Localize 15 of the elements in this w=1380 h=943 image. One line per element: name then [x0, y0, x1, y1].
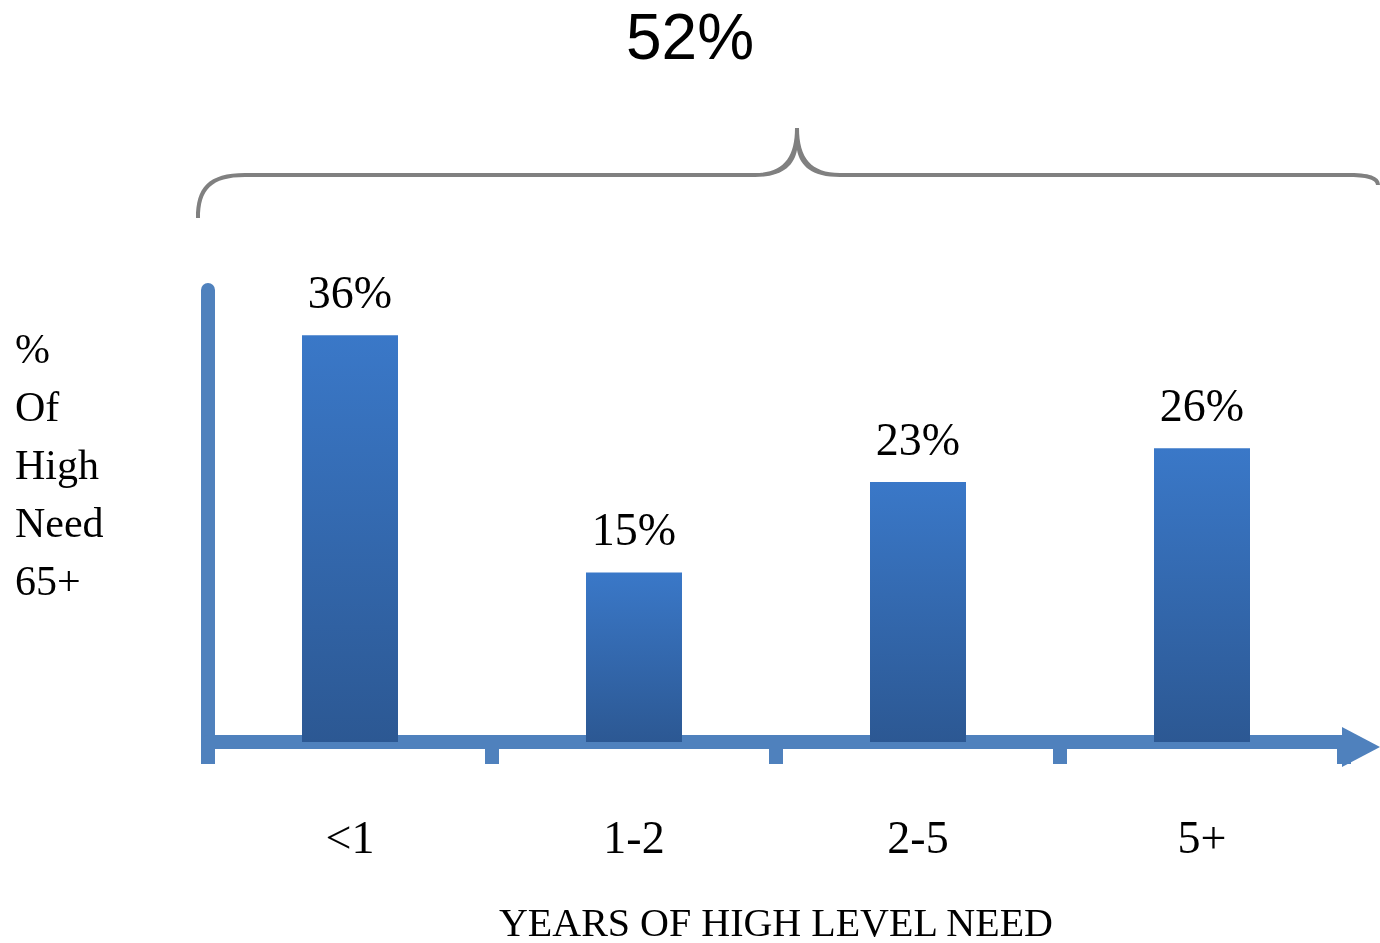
data-label: 26% [1159, 379, 1245, 431]
x-axis-title: YEARS OF HIGH LEVEL NEED [498, 899, 1054, 943]
x-tick-label: 5+ [1177, 811, 1227, 863]
x-tick-label: 1-2 [603, 811, 665, 863]
bar [302, 335, 398, 742]
bar [586, 572, 682, 742]
x-tick-label: 2-5 [887, 811, 949, 863]
data-label: 15% [591, 504, 677, 555]
data-label: 36% [307, 266, 393, 318]
y-axis-title: % Of High Need 65+ [15, 326, 104, 604]
text: 52% [625, 1, 755, 73]
bar [1154, 448, 1250, 742]
x-tick-label: <1 [325, 811, 375, 863]
bar [870, 482, 966, 742]
data-label: 23% [875, 413, 961, 465]
